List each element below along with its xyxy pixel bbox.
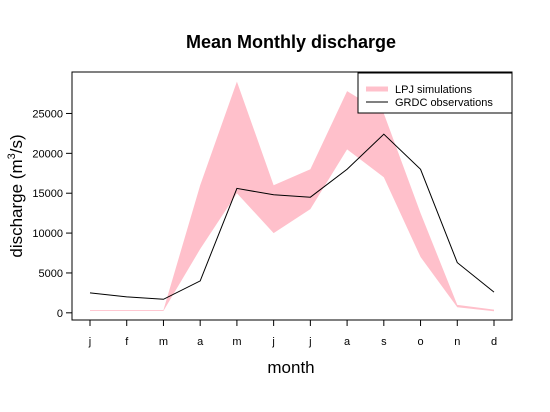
x-tick-label-0: j — [88, 336, 91, 348]
y-tick-label-5: 25000 — [32, 108, 63, 120]
x-tick-label-9: o — [417, 336, 423, 348]
x-tick-label-4: m — [232, 336, 241, 348]
x-tick-label-8: s — [381, 336, 387, 348]
plot-frame — [71, 71, 513, 321]
x-tick-label-6: j — [308, 336, 311, 348]
y-tick-label-1: 5000 — [39, 268, 63, 280]
y-axis-label-superscript: 3 — [6, 153, 18, 159]
x-tick-label-10: n — [454, 336, 460, 348]
legend: LPJ simulations GRDC observations — [357, 72, 513, 114]
x-tick-label-5: j — [271, 336, 274, 348]
x-axis-label: month — [267, 358, 314, 377]
grdc-observations-line — [89, 133, 495, 300]
y-tick-label-4: 20000 — [32, 148, 63, 160]
y-axis-label-tail: /s) — [7, 134, 26, 153]
y-axis-label: discharge (m3/s) — [6, 134, 26, 257]
y-axis-label-main: discharge (m — [7, 159, 26, 257]
y-tick-label-2: 10000 — [32, 228, 63, 240]
y-axis: 0 5000 10000 15000 20000 25000 — [32, 108, 72, 320]
legend-box — [357, 72, 513, 114]
x-tick-label-2: m — [159, 336, 168, 348]
y-tick-label-3: 15000 — [32, 188, 63, 200]
x-tick-label-1: f — [125, 336, 129, 348]
x-tick-label-11: d — [491, 336, 497, 348]
x-tick-label-7: a — [344, 336, 351, 348]
legend-label-grdc: GRDC observations — [395, 97, 493, 109]
y-tick-label-0: 0 — [57, 308, 63, 320]
x-tick-label-3: a — [197, 336, 204, 348]
legend-label-lpj: LPJ simulations — [395, 84, 473, 96]
chart-title: Mean Monthly discharge — [186, 32, 396, 52]
